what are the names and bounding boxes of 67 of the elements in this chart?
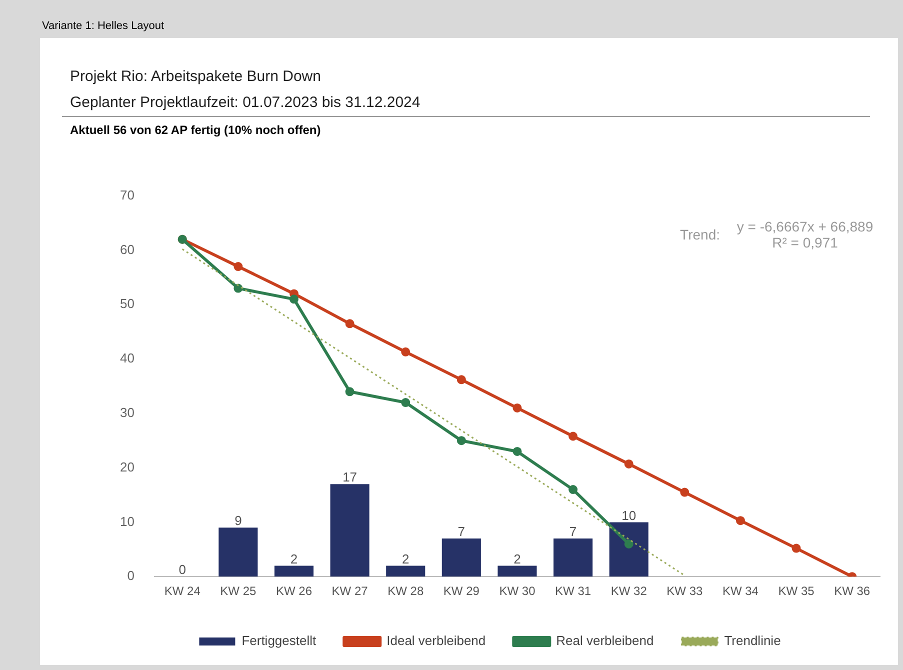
- point: [624, 539, 634, 548]
- annotation: y = -6,6667x + 66,889: [736, 218, 874, 235]
- point: [345, 319, 354, 328]
- x-tick-label: KW 35: [778, 584, 815, 598]
- bar: [609, 522, 648, 577]
- x-tick-label: KW 24: [164, 584, 201, 598]
- data-label: 2: [290, 551, 298, 566]
- legend-label: Ideal verbleibend: [386, 633, 486, 648]
- point: [680, 488, 690, 497]
- x-tick-label: KW 30: [499, 584, 536, 598]
- data-label: 0: [178, 562, 186, 578]
- point: [234, 262, 243, 272]
- point: [792, 544, 801, 553]
- data-label: 10: [622, 508, 636, 523]
- y-tick-label: 50: [120, 296, 134, 312]
- point: [401, 347, 410, 356]
- x-tick-label: KW 31: [555, 584, 592, 598]
- y-tick-label: 20: [120, 459, 134, 474]
- y-tick-label: 10: [120, 514, 134, 529]
- bar: [442, 538, 481, 577]
- legend-label: Trendlinie: [724, 633, 781, 648]
- y-tick-label: 40: [120, 350, 134, 366]
- x-tick-label: KW 28: [388, 584, 424, 598]
- bar: [274, 566, 314, 577]
- legend-label: Fertiggestellt: [242, 633, 317, 648]
- point: [736, 516, 745, 526]
- annotation: R² = 0,971: [772, 234, 838, 251]
- point: [456, 436, 466, 446]
- y-tick-label: 60: [120, 242, 134, 257]
- bar: [386, 566, 426, 577]
- data-label: 17: [342, 470, 358, 485]
- x-tick-label: KW 27: [332, 584, 368, 598]
- point: [456, 375, 466, 384]
- x-tick-label: KW 32: [610, 584, 648, 598]
- text: Aktuell 56 von 62 AP fertig (10% noch offen): [70, 123, 321, 137]
- point: [512, 403, 522, 412]
- y-tick-label: 0: [127, 568, 134, 584]
- x-tick-label: KW 29: [443, 584, 480, 598]
- bar: [554, 538, 593, 577]
- y-tick-label: 70: [120, 187, 134, 202]
- legend-label: Real verbleibend: [556, 633, 654, 648]
- x-tick-label: KW 25: [220, 584, 257, 598]
- bar: [330, 484, 370, 577]
- data-label: 7: [569, 524, 577, 540]
- point: [568, 432, 578, 441]
- x-tick-label: KW 26: [276, 584, 312, 598]
- bar: [218, 528, 258, 577]
- annotation: Trend:: [680, 226, 720, 243]
- x-tick-label: KW 34: [722, 584, 759, 598]
- data-label: 7: [458, 524, 466, 540]
- x-tick-label: KW 33: [666, 584, 703, 598]
- data-label: 2: [402, 551, 410, 566]
- point: [568, 485, 578, 494]
- point: [234, 284, 243, 293]
- point: [624, 459, 634, 468]
- bar: [498, 566, 537, 577]
- text: Variante 1: Helles Layout: [42, 20, 164, 32]
- x-tick-label: KW 36: [834, 584, 870, 598]
- data-label: 2: [514, 551, 521, 566]
- point: [512, 446, 522, 456]
- chart-title: Projekt Rio: Arbeitspakete Burn Down: [70, 68, 321, 85]
- data-label: 9: [234, 513, 242, 528]
- point: [345, 387, 354, 396]
- y-tick-label: 30: [120, 404, 134, 420]
- point: [401, 398, 410, 408]
- chart-subtitle: Geplanter Projektlaufzeit: 01.07.2023 bis 31.12.2024: [70, 94, 420, 111]
- point: [289, 294, 298, 304]
